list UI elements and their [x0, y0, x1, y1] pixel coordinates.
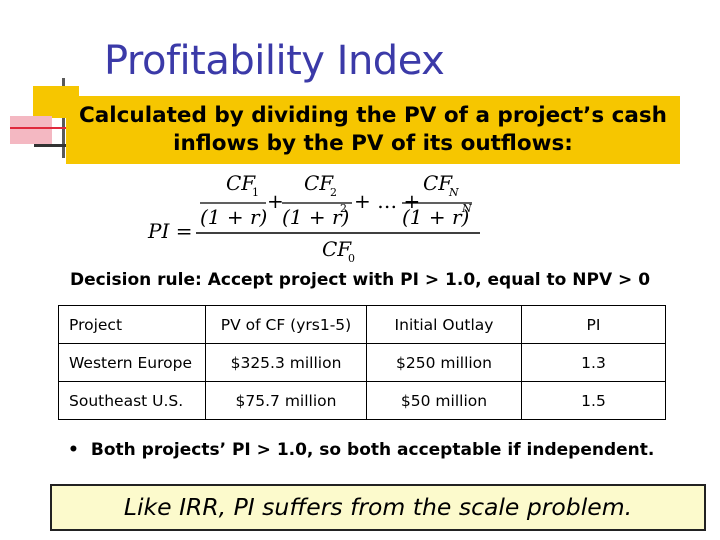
- formula-cf0-sub: 0: [348, 252, 355, 265]
- formula-denn-exp: N: [461, 202, 472, 215]
- cell-pi: 1.3: [521, 343, 666, 382]
- table-row: Western Europe $325.3 million $250 milli…: [58, 343, 666, 382]
- formula-cfn-sub: N: [448, 186, 459, 199]
- table-row: Southeast U.S. $75.7 million $50 million…: [58, 381, 666, 420]
- pi-formula: PI = CF 1 (1 + r) + CF 2 (1 + r) 2 + … +…: [140, 170, 490, 266]
- header-initial-outlay: Initial Outlay: [366, 305, 522, 344]
- formula-lhs: PI =: [147, 219, 192, 243]
- cell-project: Western Europe: [58, 343, 206, 382]
- header-pi: PI: [521, 305, 666, 344]
- cell-initial-outlay: $250 million: [366, 343, 522, 382]
- cell-pv-cf: $325.3 million: [205, 343, 367, 382]
- cell-initial-outlay: $50 million: [366, 381, 522, 420]
- conclusion-bullet-item: • Both projects’ PI > 1.0, so both accept…: [68, 440, 654, 460]
- header-project: Project: [58, 305, 206, 344]
- scale-problem-note: Like IRR, PI suffers from the scale prob…: [50, 484, 706, 531]
- cell-project: Southeast U.S.: [58, 381, 206, 420]
- header-pv-cf: PV of CF (yrs1-5): [205, 305, 367, 344]
- cell-pi: 1.5: [521, 381, 666, 420]
- formula-den2-exp: 2: [340, 202, 347, 215]
- projects-table: Project PV of CF (yrs1-5) Initial Outlay…: [58, 305, 666, 420]
- table-header-row: Project PV of CF (yrs1-5) Initial Outlay…: [58, 305, 666, 344]
- cell-pv-cf: $75.7 million: [205, 381, 367, 420]
- bullet-icon: •: [68, 440, 79, 460]
- decision-rule: Decision rule: Accept project with PI > …: [69, 270, 651, 290]
- formula-den2: (1 + r): [282, 205, 349, 229]
- formula-den1: (1 + r): [200, 205, 267, 229]
- formula-cfn: CF: [423, 171, 453, 195]
- decorative-red-line: [10, 127, 96, 129]
- formula-plus-1: +: [267, 189, 284, 213]
- slide-title: Profitability Index: [104, 38, 445, 84]
- formula-cf1-sub: 1: [252, 186, 259, 199]
- formula-cf0: CF: [322, 237, 352, 261]
- formula-denn: (1 + r): [402, 205, 469, 229]
- decorative-black-line: [34, 144, 94, 147]
- formula-cf1: CF: [226, 171, 256, 195]
- formula-cf2-sub: 2: [330, 186, 337, 199]
- decorative-vertical-line: [62, 78, 65, 158]
- pi-formula-graphic: PI = CF 1 (1 + r) + CF 2 (1 + r) 2 + … +…: [147, 171, 480, 265]
- callout-line-1: Calculated by dividing the PV of a proje…: [79, 103, 667, 128]
- formula-ellipsis: + … +: [354, 189, 420, 213]
- formula-cf2: CF: [304, 171, 334, 195]
- callout-line-2: inflows by the PV of its outflows:: [173, 131, 573, 156]
- decorative-pink-square: [10, 116, 52, 144]
- conclusion-text: Both projects’ PI > 1.0, so both accepta…: [90, 440, 655, 460]
- definition-callout: Calculated by dividing the PV of a proje…: [66, 96, 680, 164]
